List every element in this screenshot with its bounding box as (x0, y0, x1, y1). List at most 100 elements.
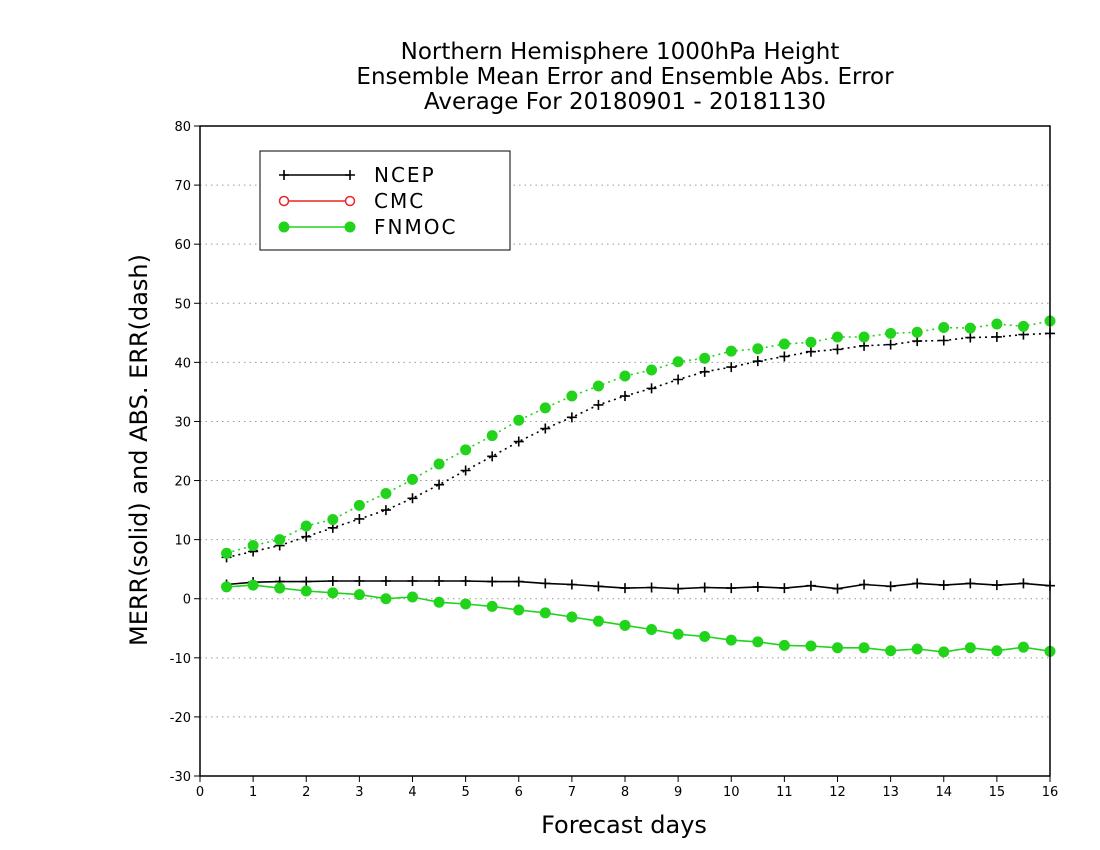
data-point-fnmoc-merr (938, 646, 950, 658)
data-point-ncep-merr (859, 579, 870, 590)
data-point-ncep-merr (380, 576, 391, 586)
x-tick-label: 4 (408, 785, 416, 800)
y-tick-label: 0 (183, 593, 191, 608)
data-point-fnmoc-merr (460, 598, 472, 610)
data-point-ncep-abs-err (752, 356, 763, 367)
data-point-fnmoc-abs-err (300, 520, 312, 532)
x-tick-label: 10 (723, 785, 740, 800)
data-point-ncep-abs-err (912, 336, 923, 347)
y-tick-label: 70 (174, 179, 191, 194)
data-point-fnmoc-abs-err (938, 322, 950, 333)
data-point-ncep-merr (460, 576, 471, 586)
x-tick-label: 9 (674, 785, 682, 800)
data-point-ncep-merr (566, 579, 577, 590)
data-point-fnmoc-abs-err (885, 327, 897, 339)
data-point-fnmoc-abs-err (486, 430, 498, 442)
data-point-ncep-merr (407, 576, 418, 586)
x-tick-label: 2 (302, 785, 310, 800)
data-point-ncep-merr (752, 581, 763, 592)
data-point-fnmoc-merr (566, 611, 578, 623)
data-point-ncep-merr (726, 583, 737, 594)
data-point-ncep-abs-err (832, 344, 843, 355)
data-point-ncep-abs-err (354, 513, 365, 524)
data-point-fnmoc-abs-err (646, 364, 658, 376)
data-point-fnmoc-merr (407, 591, 418, 603)
x-tick-label: 11 (776, 785, 793, 800)
data-point-ncep-merr (805, 580, 816, 591)
title-line-3: Average For 20180901 - 20181130 (424, 89, 826, 115)
series-ncep-abs-err (221, 328, 1055, 563)
data-point-ncep-merr (646, 582, 657, 593)
x-tick-label: 7 (568, 785, 576, 800)
data-point-fnmoc-merr (380, 593, 392, 605)
data-point-fnmoc-merr (592, 615, 604, 627)
x-tick-label: 12 (829, 785, 846, 800)
data-point-fnmoc-abs-err (1017, 320, 1029, 332)
data-point-fnmoc-abs-err (964, 322, 976, 334)
legend-item-ncep: NCEP (279, 163, 436, 187)
data-point-ncep-abs-err (301, 531, 312, 542)
x-tick-label: 13 (882, 785, 899, 800)
data-point-ncep-abs-err (460, 465, 471, 476)
data-point-fnmoc-merr (433, 596, 445, 608)
data-point-fnmoc-abs-err (858, 331, 870, 343)
legend-item-fnmoc: FNMOC (278, 215, 457, 239)
data-point-fnmoc-merr (486, 600, 498, 612)
data-point-fnmoc-abs-err (353, 499, 365, 511)
data-point-fnmoc-merr (725, 634, 737, 646)
y-tick-label: 50 (174, 297, 191, 312)
data-point-fnmoc-merr (885, 645, 897, 657)
x-tick-label: 14 (935, 785, 952, 800)
data-point-ncep-merr (620, 583, 630, 594)
data-point-ncep-abs-err (779, 351, 790, 362)
data-point-ncep-abs-err (513, 436, 524, 447)
data-point-fnmoc-abs-err (805, 336, 817, 348)
y-tick-label: -30 (170, 770, 191, 785)
data-point-fnmoc-abs-err (592, 380, 604, 392)
data-point-ncep-merr (540, 578, 551, 589)
data-point-ncep-abs-err (487, 451, 498, 462)
y-tick-label: 80 (174, 120, 191, 135)
data-point-fnmoc-merr (778, 639, 790, 651)
data-point-fnmoc-abs-err (221, 547, 233, 559)
x-tick-label: 1 (249, 785, 257, 800)
series-line-ncep-merr (226, 580, 1051, 590)
data-point-fnmoc-abs-err (460, 444, 472, 456)
legend-marker-fnmoc (278, 221, 290, 233)
data-point-ncep-merr (832, 583, 843, 594)
title-line-1: Northern Hemisphere 1000hPa Height (401, 39, 840, 65)
data-point-fnmoc-merr (221, 581, 233, 593)
data-point-ncep-merr (354, 576, 365, 586)
y-tick-label: 10 (174, 534, 191, 549)
data-point-fnmoc-abs-err (513, 414, 525, 426)
data-point-fnmoc-merr (858, 642, 870, 654)
data-point-fnmoc-merr (247, 579, 259, 591)
legend-label-fnmoc: FNMOC (374, 215, 457, 239)
y-axis-label: MERR(solid) and ABS. ERR(dash) (125, 254, 153, 646)
data-point-ncep-merr (673, 583, 684, 594)
legend-marker-cmc (344, 195, 356, 207)
data-point-fnmoc-merr (646, 623, 658, 635)
data-point-ncep-abs-err (593, 399, 604, 410)
data-point-fnmoc-merr (832, 642, 843, 654)
data-point-ncep-abs-err (646, 383, 657, 394)
series-layer (221, 315, 1056, 658)
series-line-fnmoc-merr (226, 584, 1051, 653)
data-point-ncep-abs-err (805, 346, 816, 357)
legend-label-ncep: NCEP (374, 163, 436, 187)
data-point-ncep-abs-err (885, 339, 896, 350)
data-point-ncep-merr (1018, 578, 1029, 589)
data-point-fnmoc-merr (300, 585, 312, 597)
data-point-fnmoc-merr (672, 628, 684, 640)
data-point-fnmoc-abs-err (380, 488, 392, 500)
data-point-fnmoc-abs-err (725, 345, 737, 357)
legend-marker-ncep (279, 170, 289, 180)
data-point-fnmoc-abs-err (672, 356, 684, 368)
data-point-fnmoc-merr (911, 643, 923, 655)
data-point-ncep-abs-err (566, 412, 577, 423)
series-fnmoc-abs-err (221, 315, 1056, 559)
title-line-2: Ensemble Mean Error and Ensemble Abs. Er… (356, 64, 894, 90)
